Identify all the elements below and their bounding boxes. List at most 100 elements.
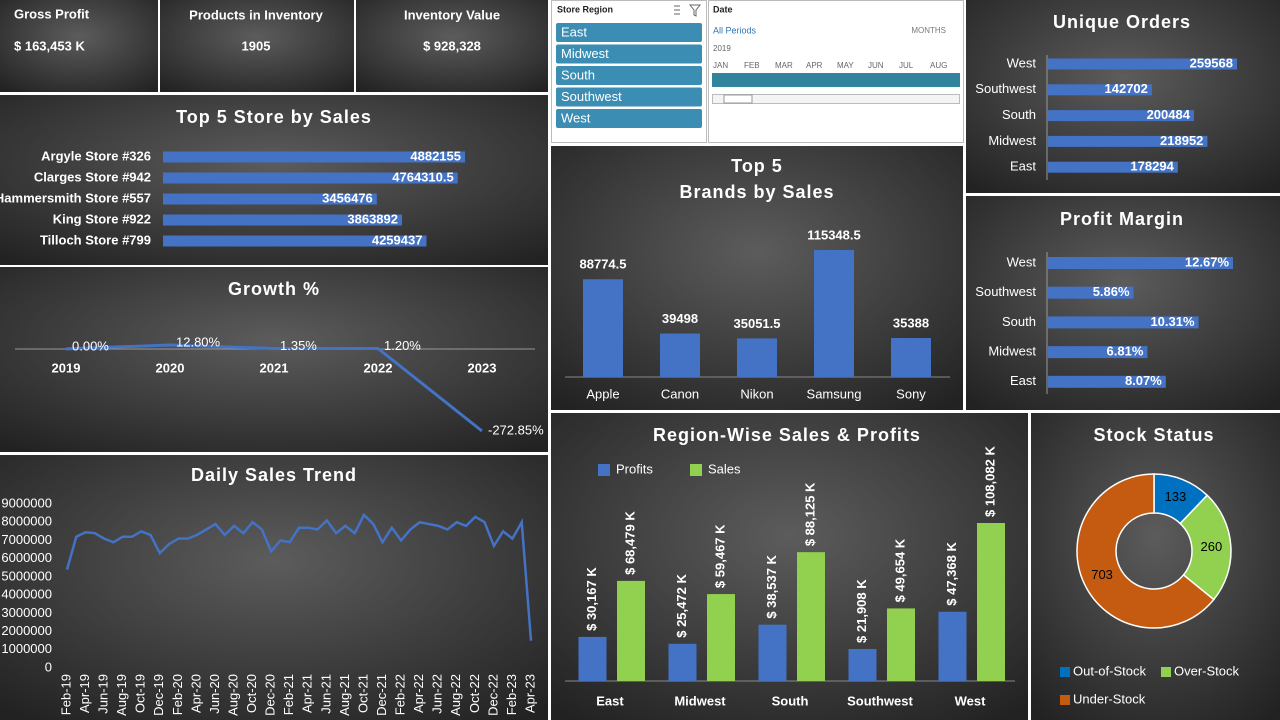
x-tick-label: Apr-21 [300,674,315,713]
value-label: 6.81% [1107,344,1144,359]
value-label: 133 [1165,489,1187,504]
line [65,343,483,433]
value-label: 259568 [1190,55,1233,70]
category-label: Tilloch Store #799 [40,232,151,247]
chart-title: Stock Status [1093,425,1214,445]
bar [797,552,825,681]
x-tick-label: Feb-19 [58,674,73,715]
bar [1048,375,1166,388]
value-label: $ 49,654 K [892,538,907,602]
category-label: Argyle Store #326 [41,148,151,163]
value-label: 10.31% [1150,314,1195,329]
x-tick-label: Apr-22 [411,674,426,713]
bar [1048,110,1194,122]
chart-title: Top 5 [731,156,783,176]
y-tick-label: 9000000 [1,495,52,510]
timeline-bar[interactable] [712,73,960,87]
value-label: 260 [1201,539,1223,554]
legend-label: Out-of-Stock [1073,663,1146,678]
x-tick-label: Apr-23 [522,674,537,713]
value-label: 1.35% [280,338,317,353]
category-label: Clarges Store #942 [34,169,151,184]
value-label: 35051.5 [734,316,781,331]
month-label: APR [806,61,823,70]
bar [1048,135,1208,147]
value-label: 218952 [1160,133,1203,148]
category-label: King Store #922 [53,211,151,226]
period[interactable]: All Periods [713,25,757,35]
value-label: 35388 [893,315,929,330]
x-tick-label: Jun-20 [207,674,222,714]
y-tick-label: 2000000 [1,623,52,638]
y-tick-label: 3000000 [1,605,52,620]
slicer-item[interactable] [556,44,702,64]
bar [163,172,458,184]
legend-swatch [598,464,610,476]
x-tick-label: Canon [661,386,699,401]
category-label: Southwest [975,81,1036,96]
bar [1048,257,1233,269]
value-label: -272.85% [488,422,544,437]
scrollbar[interactable] [712,94,960,104]
x-tick-label: 2021 [260,360,289,375]
panel [0,0,158,92]
x-tick-label: Feb-22 [393,674,408,715]
panel [160,0,354,92]
bar [583,279,623,377]
kpi-label: Inventory Value [404,7,500,22]
bar [848,648,877,681]
time-level[interactable]: MONTHS [911,26,946,35]
bar [1048,286,1134,299]
x-tick-label: Aug-19 [114,674,129,716]
slicer-item[interactable] [556,66,702,85]
value-label: 200484 [1147,107,1191,122]
bar [1048,161,1178,173]
scroll-thumb[interactable] [723,94,753,104]
x-tick-label: Feb-23 [504,674,519,715]
chart-title: Unique Orders [1053,12,1191,32]
x-tick-label: Aug-21 [337,674,352,716]
kpi-value: $ 163,453 K [14,38,85,53]
bar [977,523,1005,681]
chart-subtitle: Brands by Sales [679,182,834,202]
bar [1048,316,1199,329]
category-label: West [1007,55,1037,70]
legend-label: Over-Stock [1174,663,1240,678]
bar [163,193,377,205]
slicer-item[interactable] [556,23,702,42]
slicer-icons [674,4,702,17]
slicer [708,0,964,143]
value-label: $ 47,368 K [944,542,959,606]
bar [163,235,427,247]
value-label: 4764310.5 [392,169,453,184]
value-label: 4882155 [410,148,461,163]
kpi-label: Products in Inventory [189,7,323,22]
x-tick-label: Oct-21 [355,674,370,713]
x-tick-label: 2022 [364,360,393,375]
value-label: 8.07% [1125,373,1162,388]
slicer-item-label: West [561,110,591,125]
chart-title: Growth % [228,279,320,299]
x-tick-label: Dec-20 [263,674,278,716]
slicer-title: Date [713,4,733,14]
bar [891,338,931,377]
value-label: $ 21,908 K [854,579,869,643]
month-label: MAR [775,61,793,70]
slice [1076,473,1215,629]
x-tick-label: Jun-21 [318,674,333,714]
bar [938,611,967,681]
bar [660,333,700,377]
panel [966,196,1280,410]
legend-swatch [1161,667,1171,677]
x-tick-label: Oct-19 [133,674,148,713]
x-tick-label: 2023 [468,360,497,375]
bar [668,643,697,681]
value-label: 5.86% [1093,284,1130,299]
slicer-item[interactable] [556,109,702,128]
category-label: Southwest [975,284,1036,299]
bar [887,608,915,681]
slicer-item[interactable] [556,87,702,107]
value-label: 12.80% [176,334,221,349]
